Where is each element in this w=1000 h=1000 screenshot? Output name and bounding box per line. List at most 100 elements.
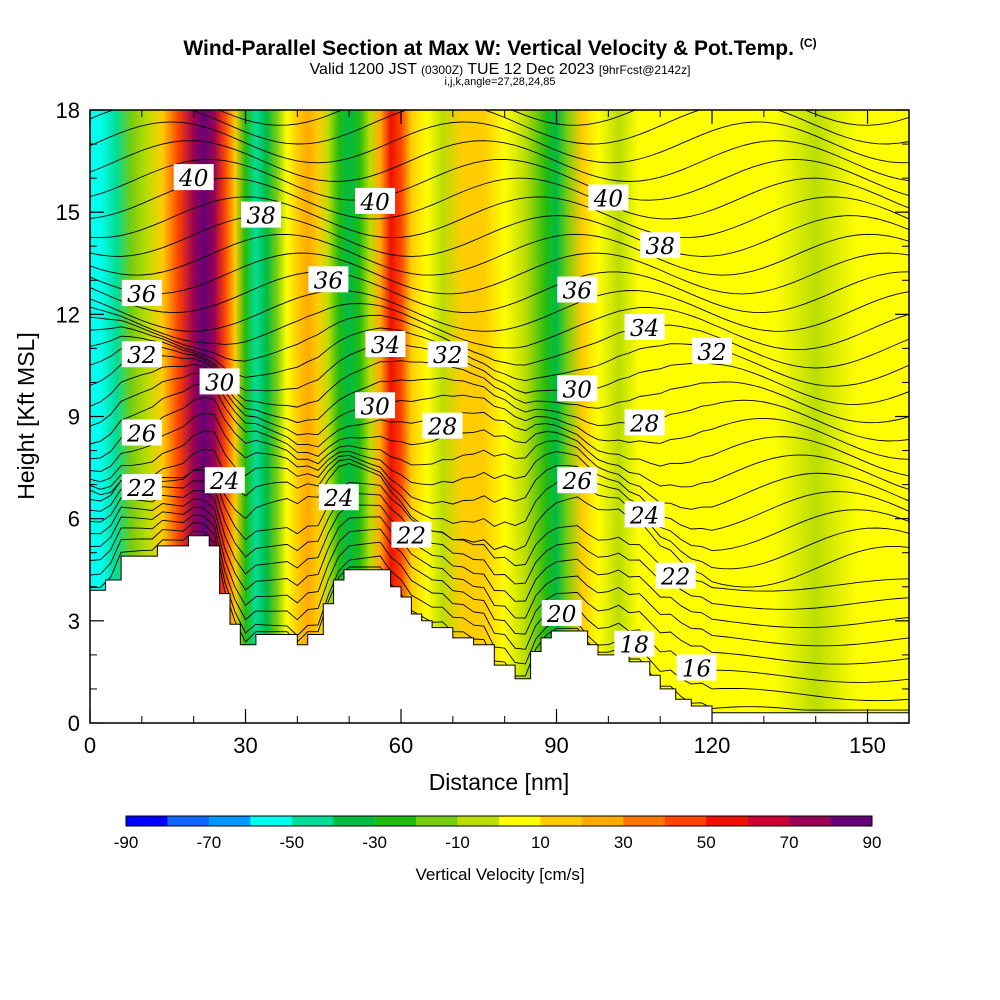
colorbar-swatch <box>374 816 417 826</box>
isentrope-line <box>90 396 909 510</box>
contour-label: 32 <box>427 341 468 369</box>
colorbar-tick-label: -30 <box>362 833 387 852</box>
colorbar-tick-label: 70 <box>780 833 799 852</box>
colorbar-swatch <box>540 816 583 826</box>
colorbar-swatch <box>126 816 168 826</box>
contour-label: 40 <box>588 184 629 213</box>
x-tick-label: 0 <box>84 733 96 758</box>
contour-label-text: 40 <box>359 190 389 216</box>
contour-label: 26 <box>121 419 162 448</box>
contour-label-text: 24 <box>629 503 659 529</box>
x-axis-title: Distance [nm] <box>429 769 570 795</box>
contour-label: 24 <box>204 467 245 495</box>
isentrope-line <box>90 158 909 201</box>
contour-label: 32 <box>692 337 732 366</box>
contour-label-text: 22 <box>126 476 156 502</box>
colorbar-swatch <box>416 816 458 826</box>
contour-label: 36 <box>121 279 162 308</box>
contour-label-text: 34 <box>371 333 400 359</box>
isentrope-line <box>90 252 909 295</box>
colorbar-tick-label: 10 <box>531 833 550 852</box>
contour-label-text: 28 <box>427 415 457 441</box>
contour-label-text: 40 <box>178 166 208 192</box>
contour-label: 22 <box>121 474 162 502</box>
isentrope-line <box>90 140 909 182</box>
y-tick-label: 12 <box>56 302 80 327</box>
isentrope-line <box>90 480 909 610</box>
contour-label-text: 26 <box>126 422 156 448</box>
colorbar-swatch <box>789 816 831 826</box>
contour-label: 16 <box>676 654 717 683</box>
potential-temperature-contours <box>90 110 909 711</box>
y-tick-label: 9 <box>68 405 80 430</box>
colorbar-swatch <box>706 816 748 826</box>
contour-label: 38 <box>640 232 681 260</box>
contour-label: 30 <box>557 375 598 403</box>
colorbar-tick-label: 30 <box>614 833 633 852</box>
colorbar-swatch <box>250 816 292 826</box>
y-tick-label: 15 <box>56 200 80 225</box>
contour-label-text: 28 <box>629 411 659 437</box>
contour-label-text: 18 <box>620 633 649 659</box>
isentrope-line <box>90 412 909 531</box>
isentrope-line <box>90 469 909 592</box>
colorbar-title: Vertical Velocity [cm/s] <box>415 865 584 884</box>
colorbar-tick-label: 50 <box>697 833 716 852</box>
contour-label-text: 26 <box>562 469 592 495</box>
contour-label-text: 40 <box>593 187 623 213</box>
x-tick-label: 90 <box>544 733 568 758</box>
isentrope-line <box>90 196 909 239</box>
y-axis-title: Height [Kft MSL] <box>13 332 39 499</box>
chart-subtitle-indices: i,j,k,angle=27,28,24,85 <box>444 76 556 88</box>
colorbar-swatch <box>581 816 624 826</box>
contour-label: 38 <box>241 201 282 230</box>
isentrope-line <box>90 233 909 276</box>
isentrope-line <box>90 372 909 477</box>
contour-label-text: 36 <box>127 282 156 308</box>
isentrope-line <box>90 271 909 314</box>
colorbar-swatch <box>623 816 665 826</box>
contour-labels: 40 38 40 40 38 36 36 36 34 34 32 32 32 30 30 30 28 28 26 26… <box>121 164 732 683</box>
isentrope-line <box>90 522 909 702</box>
colorbar-tick-label: -10 <box>445 833 470 852</box>
contour-label: 24 <box>318 484 359 512</box>
contour-label: 32 <box>121 341 162 369</box>
colorbar-swatch <box>333 816 375 826</box>
x-tick-label: 60 <box>389 733 413 758</box>
contour-label-text: 36 <box>563 279 592 305</box>
isentrope-line <box>90 215 909 257</box>
contour-label-text: 20 <box>546 602 576 628</box>
colorbar-tick-label: -90 <box>114 833 139 852</box>
contour-label: 40 <box>173 164 214 192</box>
x-tick-label: 150 <box>849 733 886 758</box>
colorbar-swatch <box>208 816 251 826</box>
contour-label: 28 <box>624 409 665 437</box>
contour-label: 26 <box>557 467 598 495</box>
contour-label-text: 32 <box>697 340 726 366</box>
contour-label-text: 24 <box>209 469 239 495</box>
contour-label: 30 <box>199 368 240 396</box>
contour-label: 22 <box>391 521 432 550</box>
isentrope-line <box>90 514 909 683</box>
colorbar-swatch <box>747 816 790 826</box>
y-tick-label: 18 <box>56 98 80 123</box>
contour-label-text: 32 <box>433 343 462 369</box>
colorbar-tick-label: -50 <box>280 833 305 852</box>
colorbar: -90 -70 -50 -30 -10 10 30 50 70 90 <box>114 815 881 852</box>
contour-label: 36 <box>308 266 349 294</box>
colorbar-swatch <box>499 816 541 826</box>
isentrope-line <box>90 121 909 164</box>
isentrope-line <box>217 110 909 126</box>
contour-label: 34 <box>365 331 406 359</box>
colorbar-swatch <box>291 816 334 826</box>
contour-label-text: 36 <box>314 268 343 294</box>
contour-label: 22 <box>655 562 696 591</box>
isentrope-line <box>90 290 909 332</box>
contour-label: 36 <box>557 276 598 305</box>
isentrope-line <box>90 430 909 552</box>
isentrope-line <box>90 383 909 490</box>
contour-label-text: 34 <box>630 316 659 342</box>
isentrope-line <box>90 303 909 351</box>
contour-label: 30 <box>355 392 396 420</box>
